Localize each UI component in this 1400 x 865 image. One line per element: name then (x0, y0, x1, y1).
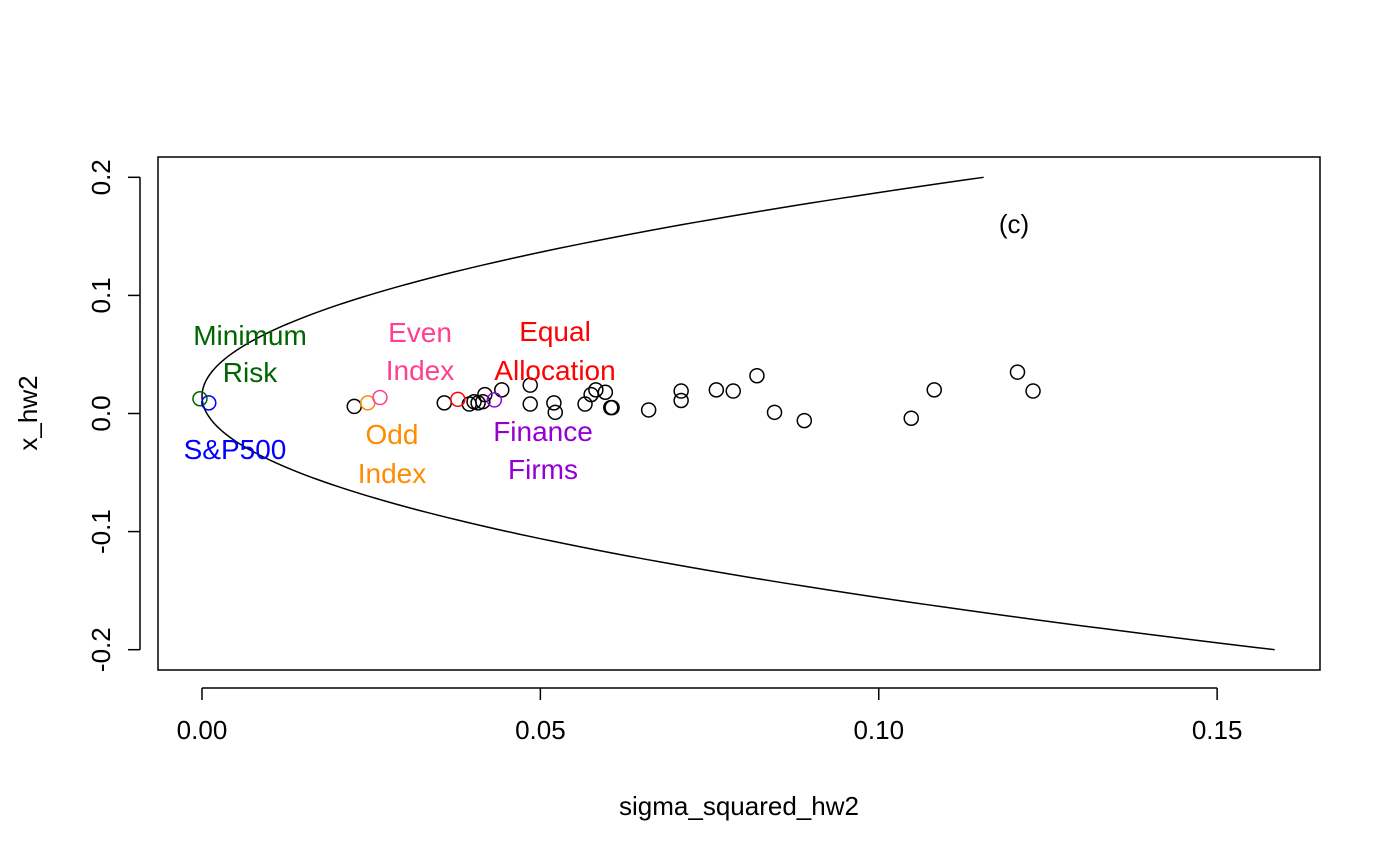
data-point (673, 392, 689, 409)
highlight-point-finance-firms (486, 392, 503, 408)
y-tick-label: -0.1 (86, 509, 116, 554)
data-point (475, 393, 491, 410)
highlight-label: Finance (493, 416, 593, 447)
data-point (1025, 383, 1041, 399)
highlight-point-minimum-risk (192, 390, 208, 407)
highlight-label: Equal (519, 316, 591, 347)
data-point (749, 367, 765, 384)
highlight-point-equal-allocation (450, 391, 466, 408)
data-point (725, 383, 741, 399)
data-point (436, 395, 453, 411)
x-axis: 0.00 0.05 0.10 0.15 (177, 687, 1243, 745)
data-point (522, 396, 538, 412)
data-point (494, 382, 510, 398)
highlight-label: Minimum (193, 320, 307, 351)
data-point (640, 402, 657, 418)
highlight-label: Index (358, 458, 427, 489)
y-tick-label: 0.1 (86, 277, 116, 313)
highlight-label: Odd (366, 419, 419, 450)
highlight-label: Even (388, 317, 452, 348)
data-point (546, 395, 562, 411)
data-point (766, 404, 783, 421)
data-point (588, 382, 604, 398)
data-point (477, 386, 493, 403)
data-point (597, 384, 614, 400)
data-point (673, 383, 689, 399)
highlight-label: Firms (508, 454, 578, 485)
highlighted-portfolios (192, 389, 503, 411)
y-axis-title: x_hw2 (13, 375, 43, 450)
x-tick-label: 0.00 (177, 715, 228, 745)
data-point (708, 382, 725, 398)
highlight-label: Index (386, 355, 455, 386)
highlight-labels: Minimum Risk S&P500 Odd Index Even Index Equal A… (184, 316, 616, 489)
x-axis-title: sigma_squared_hw2 (619, 791, 859, 821)
y-tick-label: 0.0 (86, 395, 116, 431)
data-point (1009, 364, 1026, 380)
data-point (796, 412, 813, 429)
panel-label: (c) (999, 209, 1029, 239)
y-tick-label: 0.2 (86, 159, 116, 195)
data-point (346, 398, 363, 415)
data-point (547, 404, 564, 421)
highlight-label: Allocation (494, 355, 615, 386)
highlight-label: S&P500 (184, 434, 287, 465)
x-tick-label: 0.10 (853, 715, 904, 745)
data-point (926, 382, 942, 398)
y-tick-label: -0.2 (86, 627, 116, 672)
highlight-point-s-p500 (201, 395, 217, 411)
x-tick-label: 0.15 (1192, 715, 1243, 745)
data-point (522, 377, 538, 393)
data-point (903, 410, 919, 426)
y-axis: -0.2 -0.1 0.0 0.1 0.2 (86, 159, 141, 672)
highlight-point-even-index (372, 389, 388, 406)
highlight-label: Risk (223, 357, 278, 388)
plot-frame (157, 156, 1321, 671)
x-tick-label: 0.05 (515, 715, 566, 745)
efficient-frontier-curve (201, 176, 1275, 651)
data-point (604, 399, 620, 416)
